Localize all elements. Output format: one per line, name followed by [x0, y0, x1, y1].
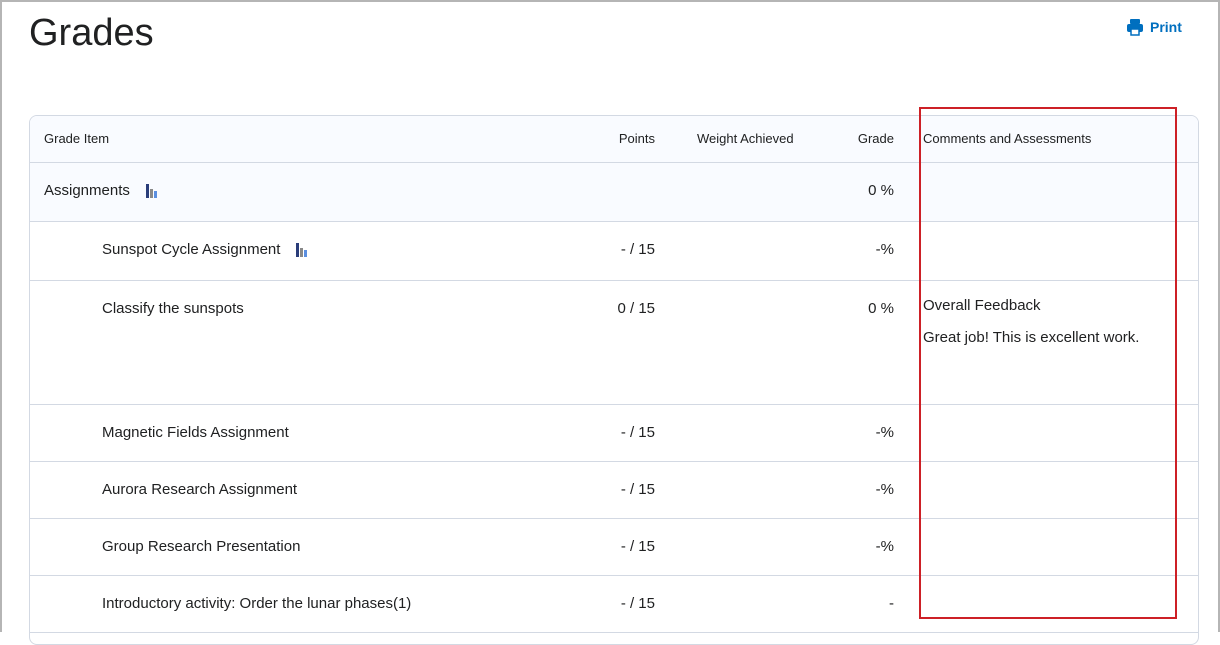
points-value: - / 15: [620, 424, 655, 441]
grade-value: -: [889, 595, 894, 612]
header-grade-item: Grade Item: [44, 131, 110, 146]
table-row: Group Research Presentation - / 15 -%: [30, 519, 1198, 576]
print-button[interactable]: Print: [1126, 18, 1182, 36]
grade-item-name: Introductory activity: Order the lunar p…: [102, 595, 412, 612]
table-row: Aurora Research Assignment - / 15 -%: [30, 462, 1198, 519]
table-header: Grade Item Points Weight Achieved Grade …: [30, 116, 1198, 163]
grade-value: -%: [875, 538, 894, 555]
grade-item-name: Aurora Research Assignment: [102, 481, 298, 498]
header-points: Points: [618, 131, 655, 146]
feedback-title: Overall Feedback: [923, 297, 1041, 314]
printer-icon: [1127, 19, 1143, 36]
table-row: Classify the sunspots 0 / 15 0 % Overall Fe…: [30, 281, 1198, 405]
grade-item-name: Magnetic Fields Assignment: [102, 424, 289, 441]
points-value: - / 15: [620, 538, 655, 555]
print-label: Print: [1150, 19, 1182, 35]
points-value: - / 15: [620, 595, 655, 612]
grade-value: -%: [875, 241, 894, 258]
grade-value: -%: [875, 424, 894, 441]
points-value: 0 / 15: [617, 300, 655, 317]
points-value: - / 15: [620, 481, 655, 498]
grade-value: 0 %: [868, 300, 894, 317]
window-frame: [0, 0, 1220, 632]
table-row: Sunspot Cycle Assignment - / 15 -%: [30, 222, 1198, 281]
header-grade: Grade: [857, 131, 894, 146]
grade-item-name: Sunspot Cycle Assignment: [102, 241, 281, 258]
page-title: Grades: [29, 12, 154, 54]
grades-table: Grade Item Points Weight Achieved Grade …: [29, 115, 1199, 645]
grade-item-name: Classify the sunspots: [102, 300, 244, 317]
table-row: Introductory activity: Order the lunar p…: [30, 576, 1198, 633]
feedback-text: Great job! This is excellent work.: [923, 329, 1140, 346]
points-value: - / 15: [620, 241, 655, 258]
header-weight: Weight Achieved: [697, 131, 794, 146]
grade-value: 0 %: [868, 182, 894, 199]
header-comments: Comments and Assessments: [923, 131, 1092, 146]
statistics-icon[interactable]: [145, 184, 158, 199]
table-row: Magnetic Fields Assignment - / 15 -%: [30, 405, 1198, 462]
statistics-icon[interactable]: [296, 243, 308, 258]
table-row: Assignments 0 %: [30, 163, 1198, 222]
grade-item-name: Assignments: [44, 182, 130, 199]
grade-value: -%: [875, 481, 894, 498]
grade-item-name: Group Research Presentation: [102, 538, 301, 555]
